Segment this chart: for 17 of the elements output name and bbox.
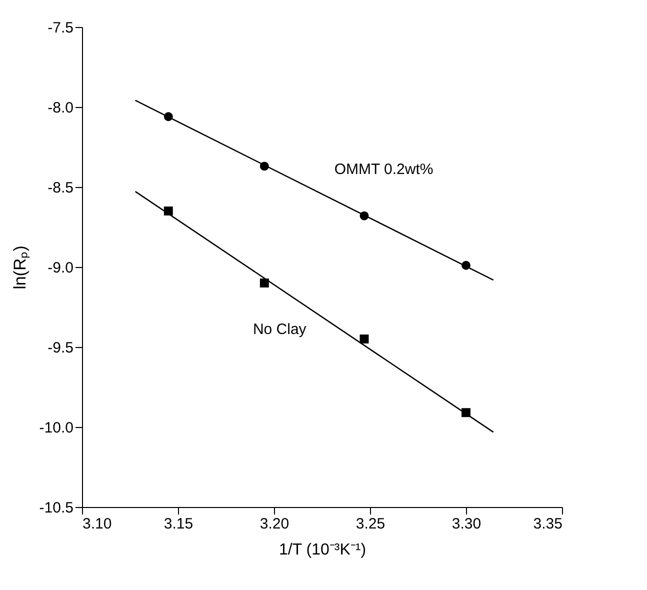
- y-tick-label: -8.5: [48, 180, 74, 196]
- y-axis-title: ln(Rₚ): [10, 246, 30, 290]
- y-tick-label: -7.5: [48, 20, 74, 36]
- x-tick-label: 3.30: [452, 516, 482, 532]
- x-tick-label: 3.10: [82, 516, 112, 532]
- x-tick-label: 3.20: [260, 516, 290, 532]
- y-tick-label: -10.5: [39, 500, 74, 516]
- x-axis-title: 1/T (10⁻³K⁻¹): [278, 542, 366, 558]
- y-tick-label: -9.0: [48, 260, 74, 276]
- x-tick-label: 3.25: [356, 516, 386, 532]
- x-tick-label: 3.35: [533, 516, 562, 532]
- y-tick-label: -10.0: [39, 420, 74, 436]
- x-tick-label: 3.15: [164, 516, 194, 532]
- text: No Clay: [252, 321, 307, 338]
- y-tick-label: -8.0: [48, 100, 74, 116]
- text: OMMT 0.2wt%: [334, 161, 434, 178]
- y-tick-label: -9.5: [48, 340, 74, 356]
